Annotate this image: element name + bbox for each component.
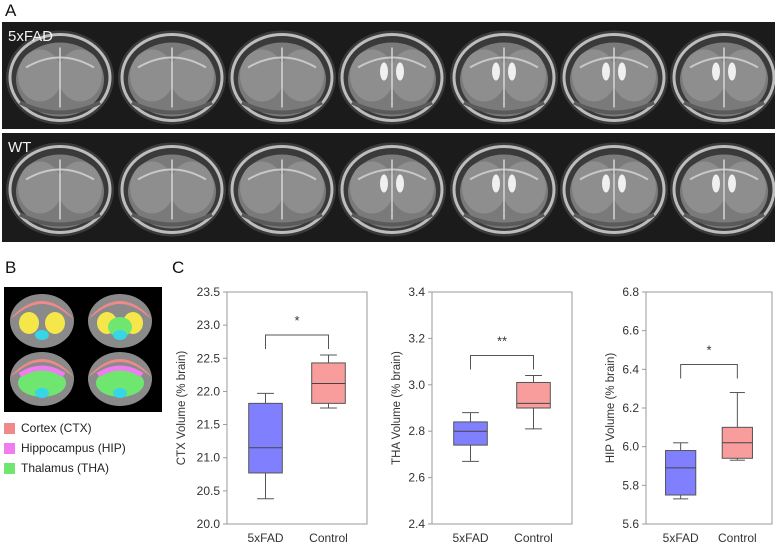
plot-frame <box>645 291 773 525</box>
box-iqr <box>516 381 551 409</box>
legend-label-hippocampus: Hippocampus (HIP) <box>21 441 126 455</box>
mri-slices-wt <box>6 142 775 237</box>
mri-5xfad-slice-6 <box>560 30 668 125</box>
hip-volume-chart: 5.6 5.8 6.0 6.2 6.4 6.6 6.8 HIP Volume (% brain… <box>604 272 776 542</box>
y-tick-label: 20.0 <box>197 517 221 531</box>
y-axis-label: CTX Volume (% brain) <box>176 351 188 466</box>
category-label: 5xFAD <box>247 531 283 542</box>
mri-wt-slice-2 <box>118 142 226 237</box>
significance-marker: * <box>706 343 711 358</box>
y-tick-label: 3.0 <box>408 378 425 392</box>
panel-b-label: B <box>5 258 17 277</box>
mri-strip-wt: WT <box>2 133 775 242</box>
atlas-slice-2 <box>88 294 152 348</box>
y-tick-label: 5.6 <box>622 517 639 531</box>
box-iqr <box>453 421 488 446</box>
atlas-legend: Cortex (CTX) Hippocampus (HIP) Thalamus … <box>4 418 126 478</box>
y-tick-label: 6.6 <box>622 324 639 338</box>
mri-wt-slice-4 <box>338 142 446 237</box>
panel-c-label: C <box>172 258 185 277</box>
mri-5xfad-slice-1 <box>6 30 114 125</box>
strip-label-wt: WT <box>8 139 32 156</box>
mri-wt-slice-3 <box>228 142 336 237</box>
significance-marker: * <box>294 313 299 328</box>
category-label: 5xFAD <box>452 531 488 542</box>
y-tick-label: 3.4 <box>408 285 425 299</box>
y-tick-label: 6.0 <box>622 440 639 454</box>
y-tick-label: 6.2 <box>622 401 639 415</box>
box-5xfad <box>453 412 488 462</box>
legend-item-cortex: Cortex (CTX) <box>4 418 126 438</box>
legend-item-hippocampus: Hippocampus (HIP) <box>4 438 126 458</box>
y-tick-label: 2.4 <box>408 517 425 531</box>
y-axis-label: THA Volume (% brain) <box>391 351 403 465</box>
mri-5xfad-slice-7 <box>670 30 775 125</box>
mri-5xfad-slice-2 <box>118 30 226 125</box>
atlas-slice-3 <box>10 352 74 406</box>
y-tick-label: 6.4 <box>622 362 639 376</box>
plot-frame <box>431 291 573 525</box>
y-tick-label: 23.0 <box>197 318 221 332</box>
category-label: 5xFAD <box>663 531 699 542</box>
strip-divider <box>2 129 775 133</box>
category-label: Control <box>514 531 553 542</box>
mri-wt-slice-1 <box>6 142 114 237</box>
box-control <box>721 392 753 461</box>
box-5xfad <box>248 392 283 500</box>
box-5xfad <box>665 442 697 500</box>
mri-5xfad-slice-4 <box>338 30 446 125</box>
y-tick-label: 21.5 <box>197 418 221 432</box>
legend-item-thalamus: Thalamus (THA) <box>4 458 126 478</box>
y-tick-label: 23.5 <box>197 285 221 299</box>
y-tick-label: 6.8 <box>622 285 639 299</box>
significance-bracket <box>265 334 329 349</box>
mri-5xfad-slice-3 <box>228 30 336 125</box>
panel-a-label: A <box>5 1 17 20</box>
box-iqr <box>248 402 283 474</box>
legend-label-thalamus: Thalamus (THA) <box>21 461 110 475</box>
mri-wt-slice-7 <box>670 142 775 237</box>
mri-5xfad-slice-5 <box>450 30 558 125</box>
mri-wt-slice-6 <box>560 142 668 237</box>
legend-label-cortex: Cortex (CTX) <box>21 421 92 435</box>
mri-wt-slice-5 <box>450 142 558 237</box>
tha-boxplot: 2.4 2.6 2.8 3.0 3.2 3.4 THA Volume (% brain) 5x… <box>391 285 573 542</box>
atlas-slices <box>10 294 152 406</box>
y-tick-label: 3.2 <box>408 331 425 345</box>
y-tick-label: 22.0 <box>197 384 221 398</box>
mri-strip-5xfad: 5xFAD <box>2 22 775 129</box>
legend-swatch-hippocampus <box>4 442 15 454</box>
brain-atlas-image <box>4 287 162 412</box>
y-tick-label: 5.8 <box>622 478 639 492</box>
tha-volume-chart: 2.4 2.6 2.8 3.0 3.2 3.4 THA Volume (% brain) 5x… <box>390 272 580 542</box>
hip-boxplot: 5.6 5.8 6.0 6.2 6.4 6.6 6.8 HIP Volume (% brain… <box>605 285 773 542</box>
legend-swatch-thalamus <box>4 462 15 474</box>
y-tick-label: 20.5 <box>197 484 221 498</box>
box-control <box>311 354 346 409</box>
atlas-slice-1 <box>10 294 74 348</box>
y-tick-label: 2.8 <box>408 424 425 438</box>
ctx-boxplot: 20.0 20.5 21.0 21.5 22.0 22.5 23.0 23.5 CTX Volu… <box>176 285 368 542</box>
significance-marker: ** <box>497 334 507 349</box>
mri-slices-5xfad <box>6 30 775 125</box>
y-tick-label: 22.5 <box>197 351 221 365</box>
atlas-slice-4 <box>88 352 152 406</box>
category-label: Control <box>718 531 757 542</box>
box-control <box>516 375 551 430</box>
y-axis-label: HIP Volume (% brain) <box>605 353 617 464</box>
legend-swatch-cortex <box>4 422 15 434</box>
significance-bracket <box>680 364 738 379</box>
box-iqr <box>665 450 697 496</box>
strip-label-5xfad: 5xFAD <box>8 28 54 45</box>
ctx-volume-chart: 20.0 20.5 21.0 21.5 22.0 22.5 23.0 23.5 CTX Volu… <box>172 272 372 542</box>
y-tick-label: 21.0 <box>197 451 221 465</box>
category-label: Control <box>309 531 348 542</box>
plot-frame <box>226 291 368 525</box>
y-tick-label: 2.6 <box>408 471 425 485</box>
significance-bracket <box>470 355 534 370</box>
